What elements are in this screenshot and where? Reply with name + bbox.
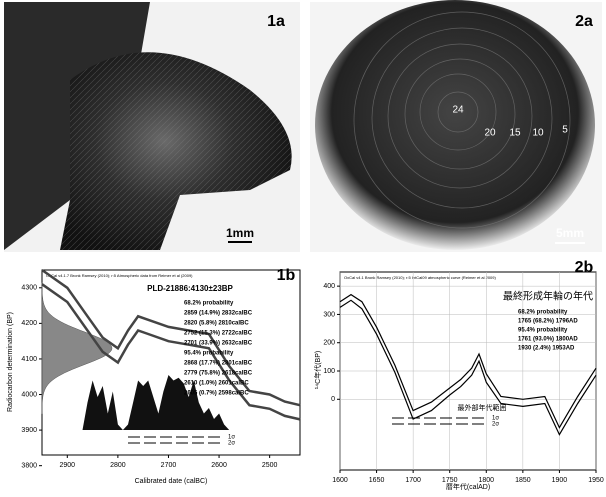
x-tick-label: 1950 bbox=[588, 477, 604, 484]
x-axis-label: 暦年代(calAD) bbox=[446, 482, 490, 491]
plot-2b: 2b OxCal v4.1 Bronk Ramsey (2010); r:5 I… bbox=[313, 259, 604, 491]
measurement-distribution bbox=[41, 282, 113, 414]
y-tick-label: 4100 bbox=[21, 356, 37, 363]
scale-label: 1mm bbox=[226, 226, 254, 240]
result-line: 68.2% probability bbox=[184, 301, 234, 307]
result-line: 68.2% probability bbox=[518, 310, 568, 316]
x-tick-label: 1650 bbox=[369, 477, 385, 484]
panel-label: 1b bbox=[277, 267, 296, 284]
y-tick-label: 4000 bbox=[21, 391, 37, 398]
y-axis-label: ¹⁴C年代(BP) bbox=[313, 351, 322, 389]
plot-1b: 1b OxCal v4.1.7 Bronk Ramsey (2010); r:5… bbox=[7, 267, 301, 485]
x-tick-label: 2700 bbox=[161, 462, 177, 469]
result-line: 2779 (75.8%) 2618calBC bbox=[184, 371, 253, 377]
y-tick-label: 300 bbox=[323, 311, 335, 318]
panel-label: 2b bbox=[575, 259, 594, 276]
calibration-curve bbox=[41, 268, 301, 407]
ring-label: 5 bbox=[562, 125, 568, 136]
annotation: 最外部年代範囲 bbox=[458, 403, 507, 412]
x-axis-label: Calibrated date (calBC) bbox=[135, 478, 208, 485]
x-tick-label: 2500 bbox=[262, 462, 278, 469]
ring-label: 15 bbox=[509, 128, 521, 139]
ring-label: 24 bbox=[452, 105, 464, 116]
ring-label: 10 bbox=[532, 128, 544, 139]
plot-header: OxCal v4.1.7 Bronk Ramsey (2010); r:5 At… bbox=[46, 273, 193, 278]
x-tick-label: 1850 bbox=[515, 477, 531, 484]
x-tick-label: 2900 bbox=[60, 462, 76, 469]
x-tick-label: 2800 bbox=[110, 462, 126, 469]
result-line: 2610 (1.0%) 2601calBC bbox=[184, 381, 249, 387]
result-line: 2701 (33.9%) 2632calBC bbox=[184, 341, 253, 347]
plot-title: PLD-21886:4130±23BP bbox=[147, 284, 233, 293]
ring-label: 20 bbox=[484, 128, 496, 139]
result-line: 95.4% probability bbox=[518, 328, 568, 334]
x-tick-label: 1800 bbox=[478, 477, 494, 484]
result-line: 2820 (5.8%) 2810calBC bbox=[184, 321, 249, 327]
panel-label: 1a bbox=[267, 13, 285, 30]
y-tick-label: 4200 bbox=[21, 320, 37, 327]
y-tick-label: 400 bbox=[323, 283, 335, 290]
result-line: 1761 (93.0%) 1800AD bbox=[518, 337, 578, 343]
sigma-label: 1σ bbox=[492, 416, 499, 422]
x-tick-label: 1600 bbox=[332, 477, 348, 484]
y-tick-label: 4300 bbox=[21, 285, 37, 292]
sigma-label: 2σ bbox=[492, 422, 499, 428]
y-tick-label: 3900 bbox=[21, 427, 37, 434]
plot-title: 最終形成年輪の年代 bbox=[503, 290, 593, 303]
sigma-label: 1σ bbox=[228, 435, 235, 441]
result-line: 2605 (0.7%) 2598calBC bbox=[184, 391, 249, 397]
photo-2a: 2a 5mm 24 20 15 10 5 bbox=[310, 0, 602, 252]
sigma-label: 2σ bbox=[228, 441, 235, 447]
y-axis-label: Radiocarbon determination (BP) bbox=[7, 312, 14, 412]
y-tick-label: 100 bbox=[323, 368, 335, 375]
calibration-curve bbox=[41, 283, 301, 421]
x-tick-label: 2600 bbox=[211, 462, 227, 469]
result-line: 2752 (15.3%) 2722calBC bbox=[184, 331, 253, 337]
result-line: 95.4% probability bbox=[184, 351, 234, 357]
y-tick-label: 3800 bbox=[21, 463, 37, 470]
y-tick-label: 0 bbox=[331, 396, 335, 403]
calibration-curve bbox=[339, 293, 597, 429]
probability-distribution bbox=[82, 375, 230, 430]
result-line: 2859 (14.9%) 2832calBC bbox=[184, 311, 253, 317]
calibration-curve bbox=[339, 299, 597, 436]
y-tick-label: 200 bbox=[323, 340, 335, 347]
x-tick-label: 1900 bbox=[552, 477, 568, 484]
photo-1a: 1a 1mm bbox=[4, 2, 300, 252]
result-line: 1765 (68.2%) 1796AD bbox=[518, 319, 578, 325]
plot-header: OxCal v4.1 Bronk Ramsey (2010); r:5 IntC… bbox=[344, 275, 497, 280]
x-tick-label: 1700 bbox=[405, 477, 421, 484]
result-line: 1930 (2.4%) 1953AD bbox=[518, 346, 575, 352]
panel-label: 2a bbox=[575, 13, 593, 30]
x-tick-label: 1750 bbox=[442, 477, 458, 484]
result-line: 2868 (17.7%) 2801calBC bbox=[184, 361, 253, 367]
scale-label: 5mm bbox=[556, 226, 584, 240]
